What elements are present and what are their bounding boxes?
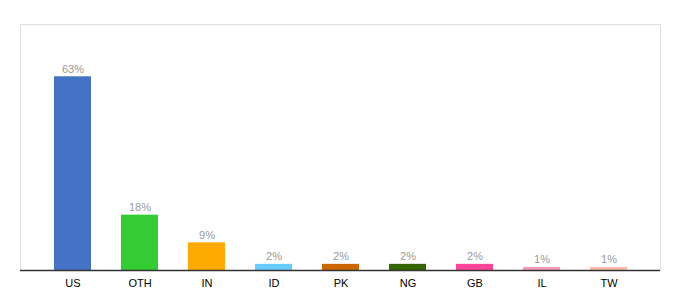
svg-text:1%: 1% [534,253,550,265]
svg-text:IN: IN [202,277,213,289]
svg-text:NG: NG [400,277,417,289]
svg-text:PK: PK [334,277,349,289]
svg-text:ID: ID [269,277,280,289]
svg-text:18%: 18% [129,201,151,213]
svg-text:2%: 2% [467,250,483,262]
svg-text:2%: 2% [333,250,349,262]
svg-text:9%: 9% [199,229,215,241]
svg-text:1%: 1% [601,253,617,265]
svg-text:63%: 63% [62,63,84,75]
svg-text:GB: GB [467,277,483,289]
svg-text:IL: IL [537,277,546,289]
svg-text:US: US [65,277,80,289]
svg-text:2%: 2% [400,250,416,262]
svg-text:OTH: OTH [128,277,151,289]
svg-text:TW: TW [600,277,618,289]
svg-text:2%: 2% [266,250,282,262]
